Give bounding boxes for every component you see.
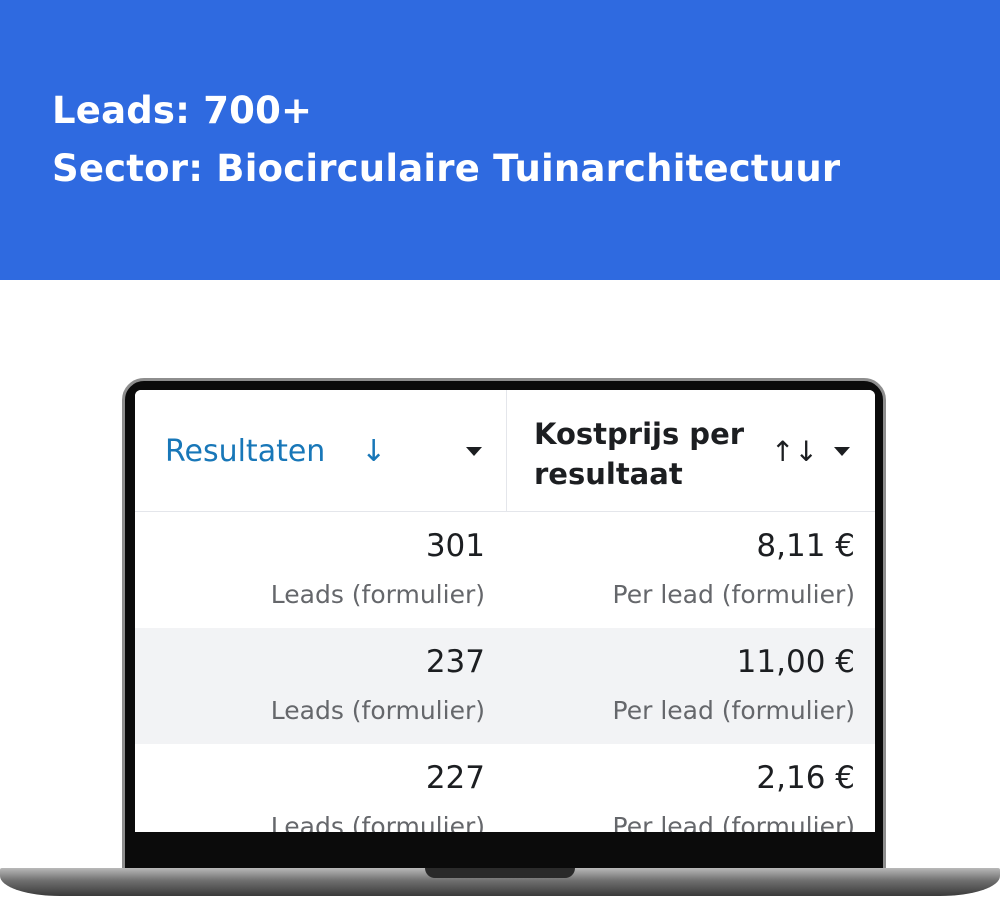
column-header-kostprijs[interactable]: Kostprijs per resultaat bbox=[534, 417, 745, 491]
table-header: Resultaten ↓ Kostprijs per resultaat ↑↓ bbox=[135, 390, 875, 512]
results-value: 301 bbox=[425, 528, 485, 564]
results-value: 237 bbox=[425, 644, 485, 680]
column-divider[interactable] bbox=[506, 390, 507, 512]
header-banner: Leads: 700+ Sector: Biocirculaire Tuinar… bbox=[0, 0, 1000, 280]
leads-count-title: Leads: 700+ bbox=[52, 89, 313, 132]
cost-type: Per lead (formulier) bbox=[612, 696, 855, 725]
column-header-resultaten[interactable]: Resultaten bbox=[165, 434, 326, 469]
caret-down-icon[interactable] bbox=[834, 447, 850, 456]
cost-type: Per lead (formulier) bbox=[612, 580, 855, 609]
cost-value: 8,11 € bbox=[756, 528, 855, 564]
results-type: Leads (formulier) bbox=[270, 812, 485, 832]
table-row: 227 Leads (formulier) 2,16 € Per lead (f… bbox=[135, 744, 875, 832]
table-row: 301 Leads (formulier) 8,11 € Per lead (f… bbox=[135, 512, 875, 628]
caret-down-icon[interactable] bbox=[466, 447, 482, 456]
results-type: Leads (formulier) bbox=[270, 696, 485, 725]
laptop-notch bbox=[425, 868, 575, 878]
arrow-down-icon[interactable]: ↓ bbox=[361, 434, 387, 469]
laptop-screen: Resultaten ↓ Kostprijs per resultaat ↑↓ … bbox=[135, 390, 875, 832]
table-row: 237 Leads (formulier) 11,00 € Per lead (… bbox=[135, 628, 875, 744]
cost-value: 11,00 € bbox=[736, 644, 855, 680]
cost-type: Per lead (formulier) bbox=[612, 812, 855, 832]
sort-up-down-icon[interactable]: ↑↓ bbox=[771, 435, 818, 468]
results-type: Leads (formulier) bbox=[270, 580, 485, 609]
results-value: 227 bbox=[425, 760, 485, 796]
laptop-bezel bbox=[135, 832, 875, 868]
sector-title: Sector: Biocirculaire Tuinarchitectuur bbox=[52, 147, 841, 190]
cost-value: 2,16 € bbox=[756, 760, 855, 796]
